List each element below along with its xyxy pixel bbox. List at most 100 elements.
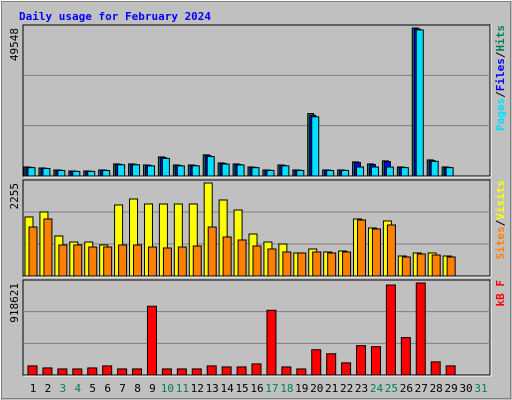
bar (117, 164, 126, 177)
y-tick-label: 2255 (8, 183, 21, 210)
bar (146, 165, 155, 177)
x-tick-label: 22 (340, 382, 353, 395)
bar (400, 167, 409, 177)
bar (342, 251, 352, 277)
bar (117, 368, 128, 376)
legend: Pages/Files/Hits (494, 25, 507, 131)
bar (133, 244, 143, 277)
bar (102, 365, 113, 376)
bar (385, 284, 396, 376)
legend-entry: kB F (494, 280, 507, 307)
bar (132, 368, 143, 376)
bar (132, 164, 141, 177)
bar (42, 367, 53, 376)
bar (401, 256, 411, 277)
bar (296, 368, 307, 376)
bar (191, 165, 200, 177)
legend-entry: Files (494, 58, 507, 91)
bar (87, 170, 96, 177)
bar (266, 169, 275, 177)
x-tick-label: 31 (474, 382, 487, 395)
x-tick-label: 25 (385, 382, 398, 395)
x-tick-label: 30 (459, 382, 472, 395)
x-tick-label: 21 (325, 382, 338, 395)
x-tick-label: 20 (310, 382, 323, 395)
bar (296, 169, 305, 177)
bar (207, 226, 217, 277)
x-tick-label: 18 (280, 382, 293, 395)
bar (221, 163, 230, 177)
x-tick-label: 24 (370, 382, 384, 395)
x-tick-label: 8 (134, 382, 141, 395)
bar (177, 246, 187, 277)
bar (431, 254, 441, 277)
x-tick-label: 6 (104, 382, 111, 395)
bar (386, 224, 396, 277)
bar (103, 246, 113, 277)
bar (236, 164, 245, 177)
bar (311, 349, 322, 376)
bar (445, 167, 454, 177)
bar (222, 236, 232, 277)
x-tick-label: 15 (235, 382, 248, 395)
bar (251, 363, 262, 376)
x-tick-label: 12 (191, 382, 204, 395)
bar (27, 365, 38, 376)
bar (416, 253, 426, 277)
x-tick-label: 7 (119, 382, 126, 395)
x-tick-label: 14 (221, 382, 235, 395)
x-tick-label: 4 (74, 382, 81, 395)
bar (415, 282, 426, 376)
legend-entry: Hits (494, 25, 507, 52)
panel (22, 279, 491, 376)
legend-entry: Pages (494, 98, 507, 131)
bar (430, 361, 441, 376)
bar (221, 366, 232, 376)
bar (43, 218, 53, 277)
bar (237, 239, 247, 277)
x-tick-label: 27 (415, 382, 428, 395)
bar (370, 166, 379, 177)
bar (192, 245, 202, 277)
legend-separator: / (494, 219, 507, 226)
x-tick-label: 19 (295, 382, 308, 395)
bar (415, 29, 424, 177)
bar (102, 169, 111, 177)
bar (206, 365, 217, 376)
bar (281, 366, 292, 376)
bar (371, 228, 381, 277)
bar (445, 365, 456, 376)
bar (385, 166, 394, 177)
x-tick-label: 17 (265, 382, 278, 395)
bar (370, 346, 381, 376)
x-tick-label: 5 (89, 382, 96, 395)
bar (146, 305, 157, 376)
bar (88, 246, 98, 277)
legend-separator: / (494, 51, 507, 58)
y-tick-label: 918621 (8, 283, 21, 323)
bar (356, 345, 367, 376)
bar (357, 219, 367, 277)
bar (206, 156, 215, 177)
legend-entry: Sites (494, 226, 507, 259)
x-tick-label: 26 (400, 382, 413, 395)
bar (356, 166, 365, 177)
legend-separator: / (494, 91, 507, 98)
x-tick-label: 23 (355, 382, 368, 395)
x-tick-label: 16 (250, 382, 263, 395)
bar (57, 368, 68, 376)
bar (311, 116, 320, 177)
bar (176, 368, 187, 376)
bar (252, 245, 262, 277)
bar (327, 252, 337, 277)
legend: kB F (494, 280, 507, 307)
bar (446, 256, 456, 277)
x-tick-label: 13 (206, 382, 219, 395)
bar (341, 362, 352, 376)
bar (162, 247, 172, 277)
bar (267, 248, 277, 277)
x-tick-label: 9 (149, 382, 156, 395)
x-tick-label: 2 (45, 382, 52, 395)
